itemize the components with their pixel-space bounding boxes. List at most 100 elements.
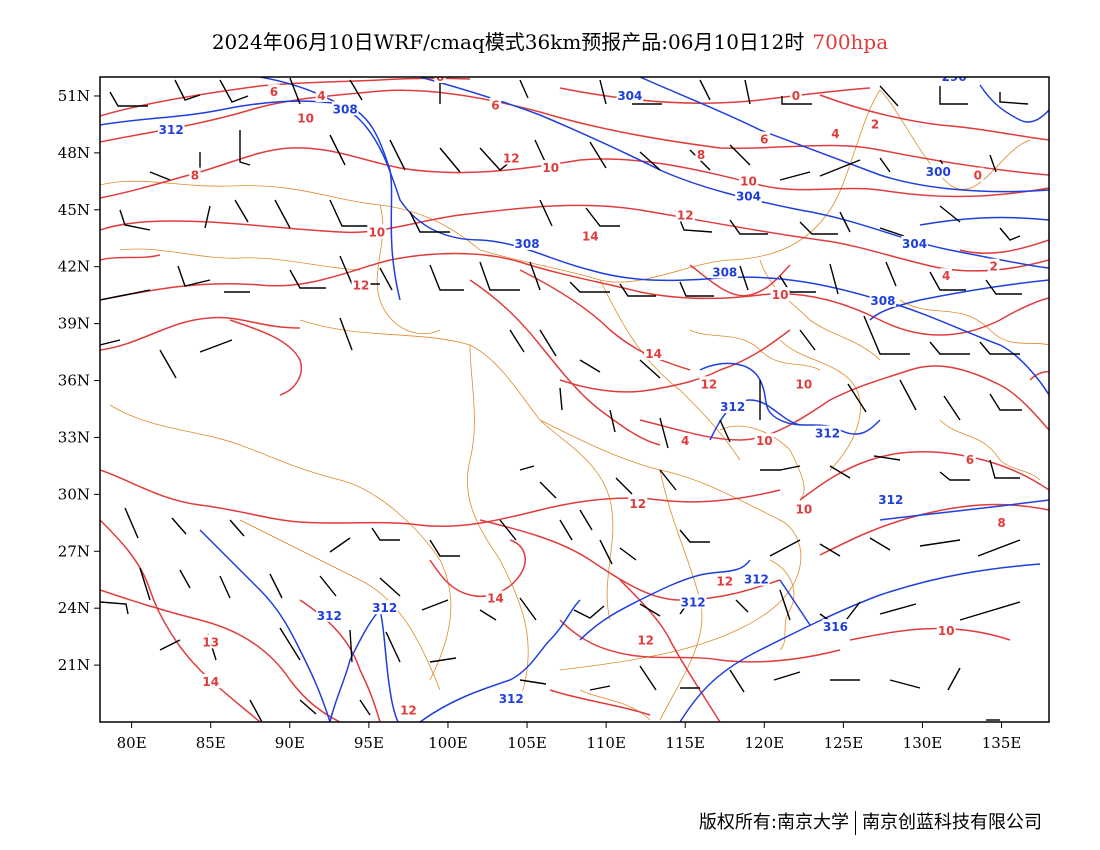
temperature-label-bg — [829, 125, 842, 140]
temperature-label-bg — [351, 277, 371, 292]
temperature-label: 14 — [202, 675, 219, 689]
temperature-label-bg — [794, 501, 814, 516]
geopotential-label: 312 — [159, 123, 184, 137]
lat-tick-label: 45N — [58, 201, 90, 219]
temperature-label-bg — [541, 160, 561, 175]
temperature-label: 8 — [697, 148, 705, 162]
temperature-label: 12 — [629, 497, 646, 511]
temperature-label-bg — [367, 224, 387, 239]
temperature-label: 12 — [716, 575, 733, 589]
temperature-label: 13 — [202, 635, 219, 649]
geopotential-label-bg — [925, 163, 952, 178]
temperature-label-bg — [189, 167, 201, 182]
lat-tick-label: 27N — [58, 542, 90, 560]
temperature-label: 6 — [436, 70, 444, 84]
plot-area — [100, 77, 1049, 722]
lat-tick-label: 48N — [58, 144, 90, 162]
geopotential-label: 312 — [681, 595, 706, 609]
lat-tick-label: 36N — [58, 372, 90, 390]
lon-tick-label: 130E — [903, 734, 943, 752]
lat-tick-label: 24N — [58, 599, 90, 617]
map-title: 2024年06月10日WRF/cmaq模式36km预报产品:06月10日12时 7… — [0, 26, 1100, 55]
temperature-label-bg — [754, 433, 774, 448]
geopotential-label: 308 — [870, 294, 895, 308]
temperature-label-bg — [936, 622, 956, 637]
wind-barbs-layer — [100, 77, 1029, 722]
temperature-label-bg — [201, 634, 221, 649]
geopotential-label: 312 — [815, 427, 840, 441]
geopotential-label-bg — [371, 600, 398, 615]
geopotential-label-bg — [711, 264, 739, 279]
geopotential-label-bg — [940, 77, 968, 83]
geopotential-label: 300 — [926, 165, 951, 179]
lat-tick-label: 51N — [58, 87, 90, 105]
copyright-footer: 版权所有:南京大学 南京创蓝科技有限公司 — [699, 808, 1042, 835]
temperature-label: 10 — [297, 112, 314, 126]
temperature-label-bg — [790, 87, 802, 102]
temperature-label-bg — [296, 110, 316, 125]
temperature-label-bg — [485, 590, 505, 605]
temperature-label-bg — [770, 287, 790, 302]
footer-divider — [855, 811, 856, 835]
geopotential-label-bg — [157, 122, 185, 137]
temperature-label-bg — [987, 258, 1000, 273]
temperature-label: 12 — [677, 208, 694, 222]
geopotential-label-bg — [719, 399, 746, 414]
temperature-label: 12 — [400, 704, 417, 718]
geopotential-label: 312 — [317, 609, 342, 623]
lat-tick-label: 42N — [58, 258, 90, 276]
temperature-label: 10 — [542, 161, 559, 175]
temperature-label: 10 — [740, 174, 757, 188]
temperature-label: 6 — [966, 453, 974, 467]
lon-tick-label: 100E — [428, 734, 468, 752]
temperature-label: 10 — [795, 503, 812, 517]
lat-tick-label: 21N — [58, 656, 90, 674]
temperature-label: 8 — [191, 169, 199, 183]
geopotential-label: 304 — [736, 190, 761, 204]
temperature-label: 6 — [491, 98, 499, 112]
geopotential-label: 312 — [720, 400, 745, 414]
lat-tick-label: 33N — [58, 428, 90, 446]
geopotential-label-bg — [331, 101, 359, 116]
temperature-label: 10 — [795, 377, 812, 391]
temperature-label-bg — [489, 97, 502, 112]
geopotential-label-bg — [316, 607, 343, 622]
temperature-label-bg — [398, 702, 418, 717]
geopotential-label: 304 — [902, 237, 927, 251]
temperature-label-bg — [995, 514, 1008, 529]
geopotential-label: 312 — [499, 692, 524, 706]
geopotential-label: 304 — [617, 89, 642, 103]
temperature-label: 6 — [270, 85, 278, 99]
geopotential-label-bg — [616, 87, 644, 102]
lon-tick-label: 85E — [196, 734, 226, 752]
temperature-label: 4 — [317, 89, 325, 103]
longitude-axis: 80E 85E 90E 95E 100E 105E 110E 115E 120E 125E 130E… — [117, 722, 1021, 752]
geopotential-label-bg — [743, 571, 770, 586]
temperature-label-bg — [675, 207, 695, 222]
temperature-label: 0 — [974, 169, 982, 183]
geopotential-labels: 304 308 312 308 304 300 304 308 308 312 312 312 312 3… — [157, 77, 968, 706]
temperature-label-bg — [636, 632, 656, 647]
geopotential-label-bg — [901, 235, 928, 250]
lon-tick-label: 90E — [275, 734, 305, 752]
temperature-label-bg — [869, 116, 881, 131]
geopotential-label-bg — [869, 292, 897, 307]
temperature-label: 12 — [353, 279, 370, 293]
title-text: 2024年06月10日WRF/cmaq模式36km预报产品:06月10日12时 — [211, 30, 805, 54]
temperature-label-bg — [699, 376, 719, 391]
temperature-label: 14 — [582, 229, 599, 243]
map-layers: 304 308 312 308 304 300 304 308 308 312 312 312 312 3… — [100, 70, 1049, 722]
lon-tick-label: 105E — [507, 734, 547, 752]
temperature-label-bg — [501, 150, 521, 165]
temperature-label-bg — [695, 146, 707, 161]
temperature-label-bg — [201, 674, 221, 689]
geopotential-label-bg — [822, 619, 849, 634]
geopotential-label: 308 — [333, 102, 358, 116]
temperature-label: 2 — [871, 117, 879, 131]
latitude-axis: 51N 48N 45N 42N 39N 36N 33N 30N 27N 24N 21N — [58, 87, 100, 674]
geopotential-label: 312 — [878, 493, 903, 507]
lat-tick-label: 39N — [58, 315, 90, 333]
pressure-level: 700hpa — [812, 30, 889, 54]
temperature-contours — [100, 77, 1049, 722]
